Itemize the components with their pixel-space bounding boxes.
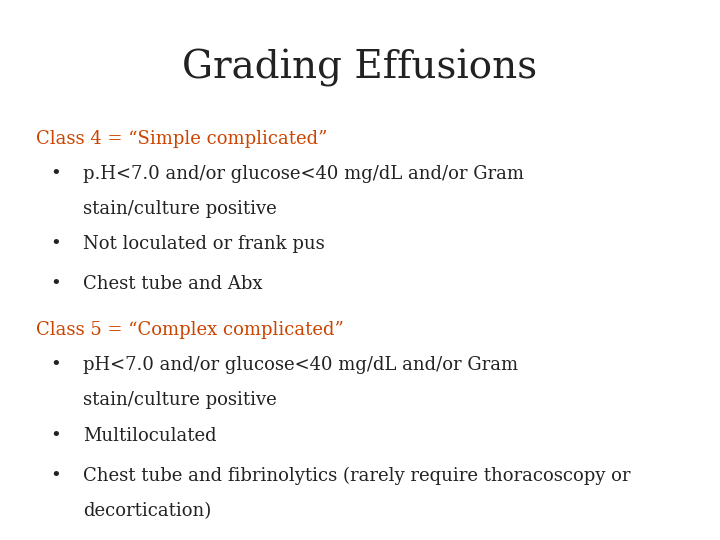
Text: Grading Effusions: Grading Effusions: [182, 49, 538, 86]
Text: •: •: [50, 427, 61, 444]
Text: Multiloculated: Multiloculated: [83, 427, 217, 444]
Text: •: •: [50, 235, 61, 253]
Text: p.H<7.0 and/or glucose<40 mg/dL and/or Gram: p.H<7.0 and/or glucose<40 mg/dL and/or G…: [83, 165, 523, 183]
Text: •: •: [50, 165, 61, 183]
Text: pH<7.0 and/or glucose<40 mg/dL and/or Gram: pH<7.0 and/or glucose<40 mg/dL and/or Gr…: [83, 356, 518, 374]
Text: stain/culture positive: stain/culture positive: [83, 200, 276, 218]
Text: Not loculated or frank pus: Not loculated or frank pus: [83, 235, 325, 253]
Text: stain/culture positive: stain/culture positive: [83, 392, 276, 409]
Text: Chest tube and Abx: Chest tube and Abx: [83, 275, 262, 293]
Text: Chest tube and fibrinolytics (rarely require thoracoscopy or: Chest tube and fibrinolytics (rarely req…: [83, 467, 630, 485]
Text: •: •: [50, 467, 61, 485]
Text: •: •: [50, 275, 61, 293]
Text: •: •: [50, 356, 61, 374]
Text: decortication): decortication): [83, 502, 211, 520]
Text: Class 5 = “Complex complicated”: Class 5 = “Complex complicated”: [36, 321, 344, 339]
Text: Class 4 = “Simple complicated”: Class 4 = “Simple complicated”: [36, 130, 328, 147]
